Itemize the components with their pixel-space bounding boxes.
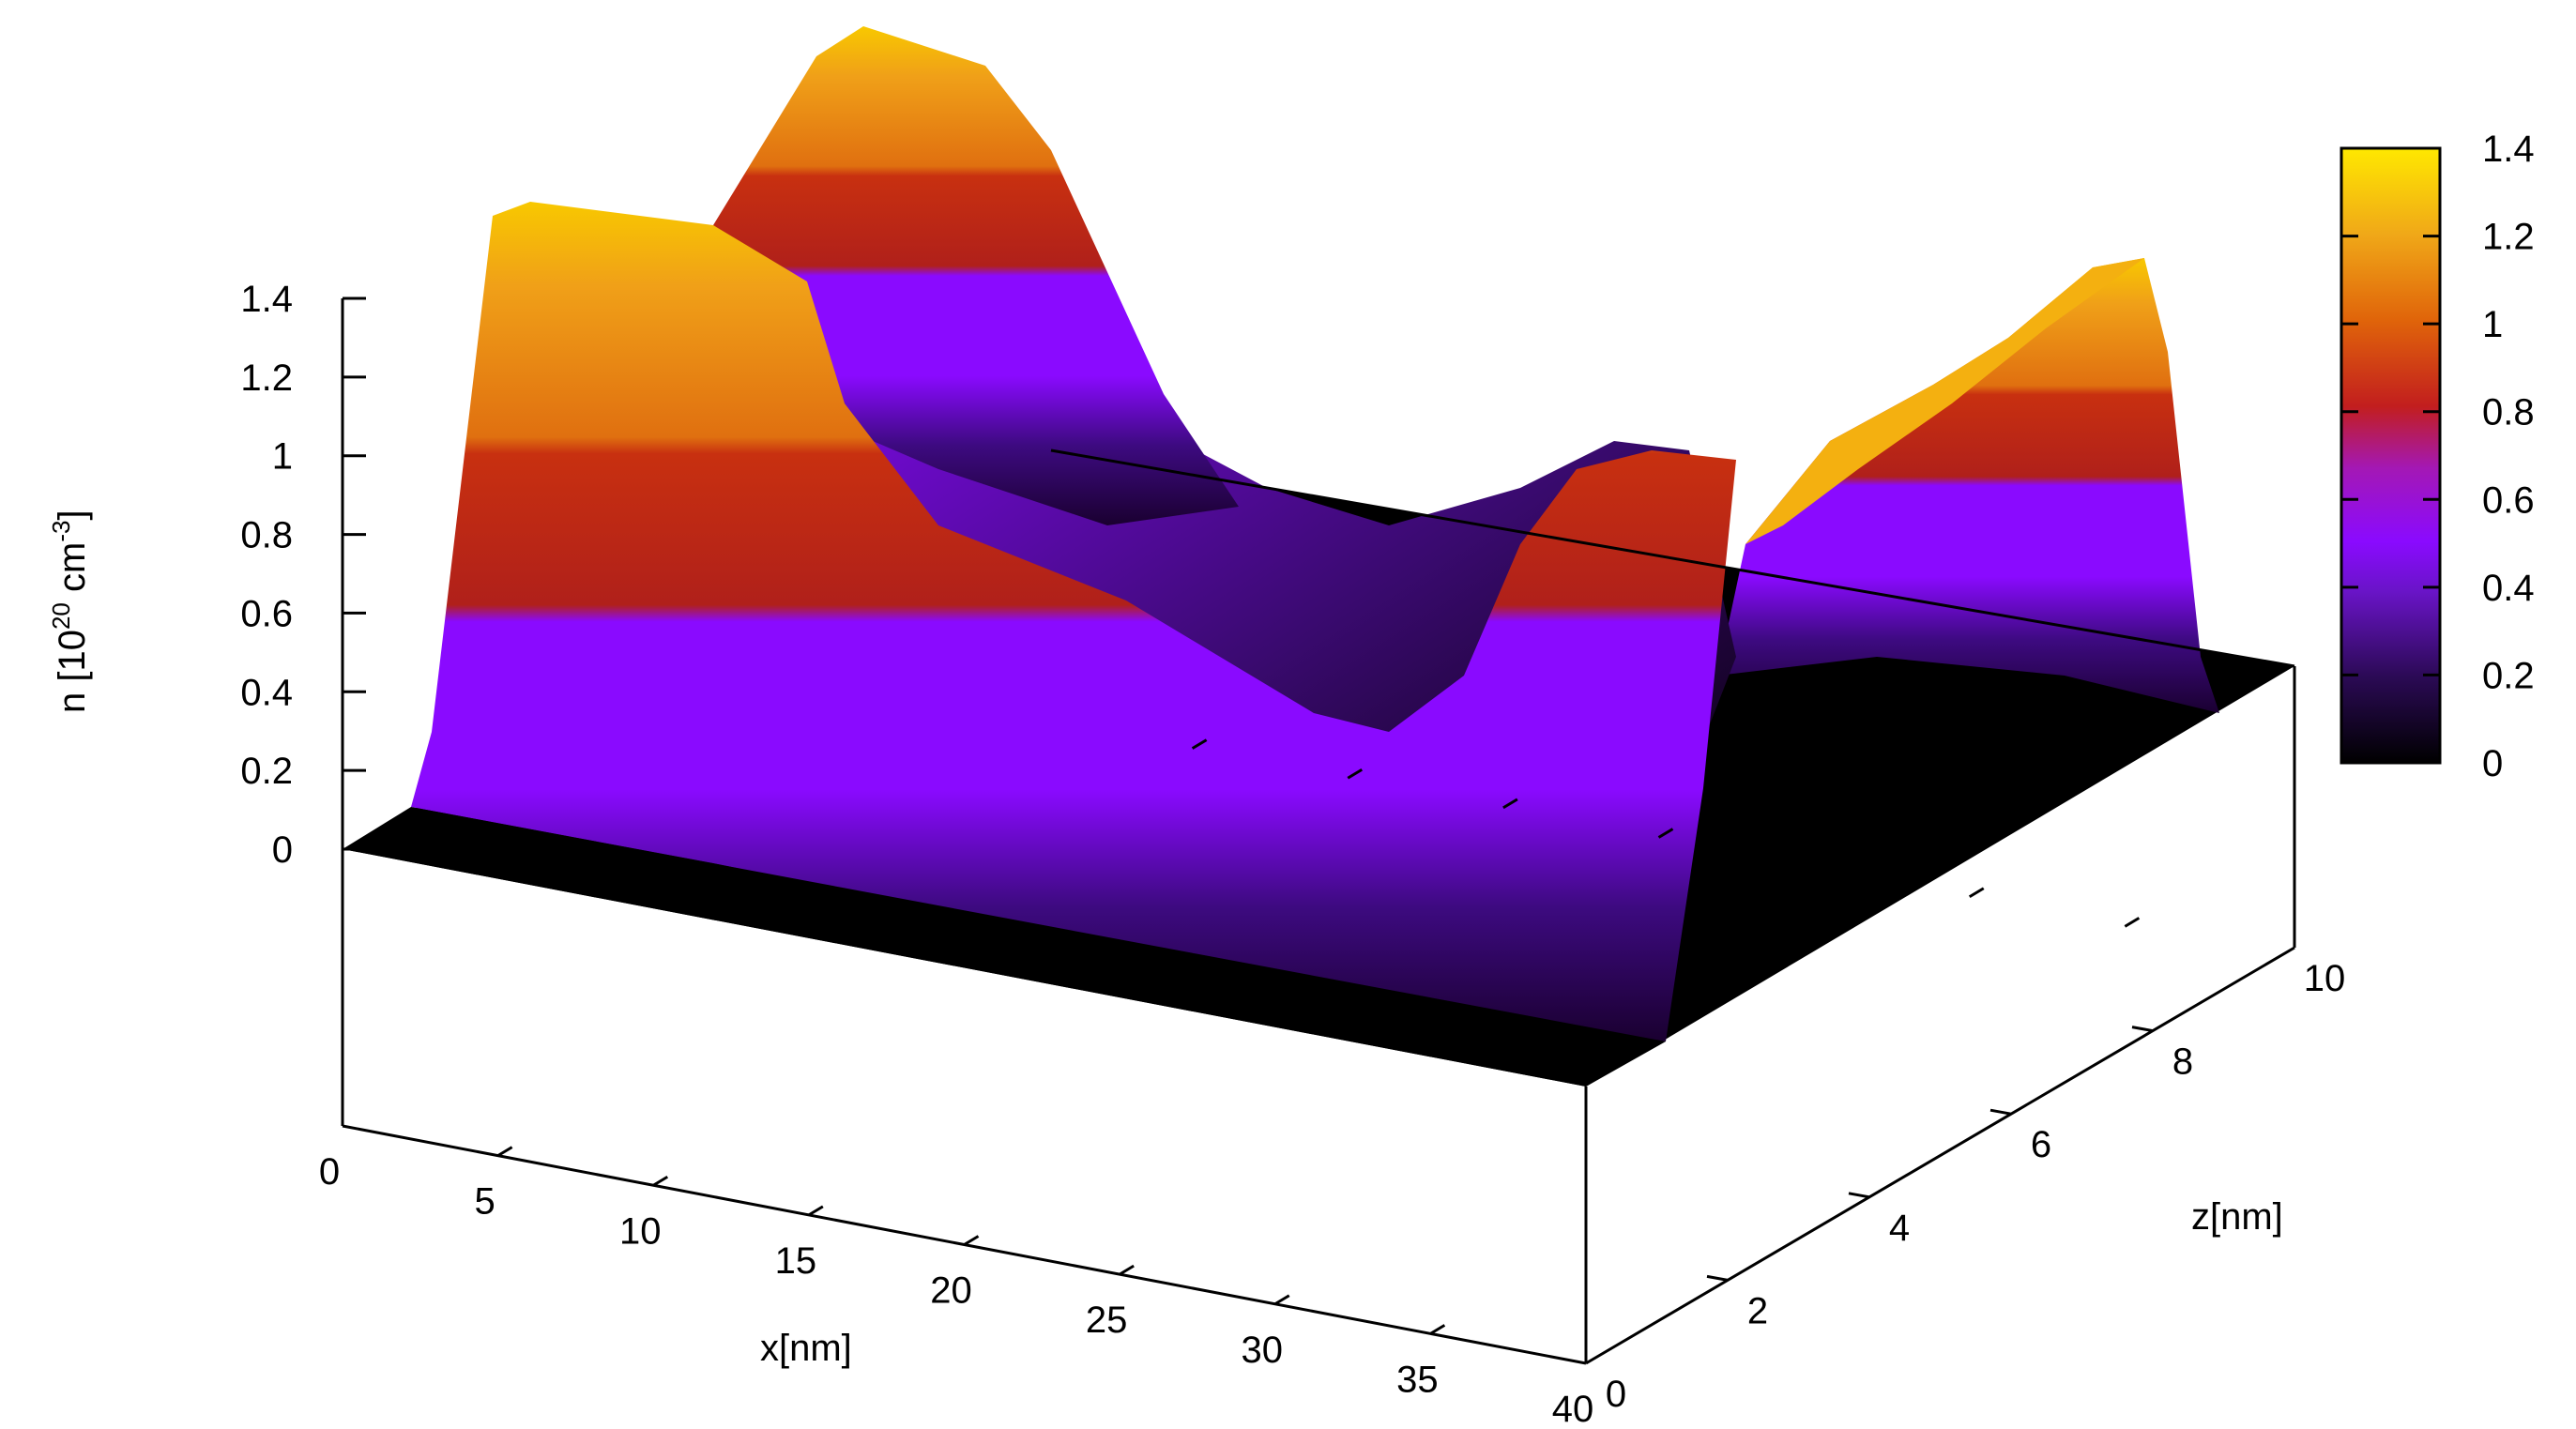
surface-front-face: [411, 202, 1736, 1041]
colorbar-ticks: 0 0.2 0.4 0.6 0.8 1 1.2 1.4: [2341, 129, 2535, 784]
surface-front-base: [343, 807, 1666, 1087]
z-axis-ticks: 0 0.2 0.4 0.6 0.8 1 1.2 1.4: [240, 279, 366, 871]
y-tick-mark: [2131, 1026, 2154, 1033]
z-axis-label: n [1020 cm-3]: [47, 509, 93, 713]
surface-left-peak: [713, 26, 1239, 525]
colorbar-tick-label: 1: [2482, 304, 2503, 345]
x-tick-mark: [1119, 1264, 1135, 1276]
x-tick-mark-back: [1813, 857, 1829, 869]
surface-back-ridge: [1717, 258, 2219, 713]
x-tick-mark: [1273, 1294, 1290, 1306]
colorbar-tick-label: 0.4: [2482, 568, 2535, 609]
x-axis-label: x[nm]: [760, 1328, 852, 1369]
y-tick-mark: [1706, 1274, 1729, 1282]
z-tick-label: 0.2: [240, 751, 293, 792]
y-tick-mark: [1848, 1192, 1870, 1199]
y-tick-mark: [1989, 1108, 2012, 1116]
x-tick-label: 15: [775, 1240, 817, 1282]
z-tick-label: 0: [272, 829, 293, 871]
y-tick-label: 10: [2304, 958, 2346, 999]
x-tick-mark: [963, 1235, 980, 1246]
x-tick-mark-back: [2124, 917, 2141, 928]
y-tick-label: 8: [2172, 1041, 2193, 1083]
y-axis-label: z[nm]: [2191, 1196, 2283, 1238]
z-tick-label: 0.6: [240, 593, 293, 634]
x-tick-label: 5: [475, 1181, 495, 1223]
x-tick-label: 30: [1242, 1330, 1284, 1371]
y-axis-ticks: 0 2 4 6 8 10: [1606, 958, 2345, 1415]
colorbar-tick-label: 0: [2482, 743, 2503, 784]
x-tick-mark-back: [1347, 768, 1364, 780]
x-tick-mark: [496, 1146, 513, 1157]
x-tick-mark-back: [1191, 738, 1208, 750]
y-tick-label: 0: [1606, 1374, 1626, 1415]
x-tick-mark: [1429, 1324, 1446, 1335]
x-tick-label: 0: [319, 1151, 340, 1193]
z-tick-label: 1.2: [240, 357, 293, 399]
y-tick-label: 6: [2031, 1124, 2051, 1165]
surface-back-ridge-top: [1745, 258, 2144, 544]
x-tick-label: 10: [619, 1210, 662, 1252]
x-tick-label: 25: [1086, 1300, 1128, 1341]
z-tick-label: 1.4: [240, 279, 293, 320]
colorbar-tick-label: 1.4: [2482, 129, 2535, 170]
x-tick-label: 40: [1552, 1389, 1594, 1429]
z-tick-label: 0.4: [240, 672, 293, 713]
colorbar-tick-label: 0.2: [2482, 655, 2535, 696]
colorbar: [2340, 146, 2442, 765]
colorbar-tick-label: 0.6: [2482, 479, 2535, 521]
colorbar-tick-label: 0.8: [2482, 392, 2535, 433]
y-tick-label: 2: [1747, 1290, 1768, 1331]
x-tick-mark: [808, 1205, 824, 1217]
x-tick-mark-back: [1502, 798, 1518, 810]
x-tick-label: 35: [1396, 1359, 1439, 1400]
x-tick-mark: [652, 1175, 669, 1187]
x-tick-mark-back: [1968, 887, 1985, 899]
x-tick-label: 20: [930, 1270, 972, 1312]
y-tick-label: 4: [1889, 1208, 1910, 1249]
x-tick-mark-back: [1657, 828, 1674, 839]
z-tick-label: 1: [272, 436, 293, 478]
z-tick-label: 0.8: [240, 515, 293, 556]
colorbar-tick-label: 1.2: [2482, 217, 2535, 258]
